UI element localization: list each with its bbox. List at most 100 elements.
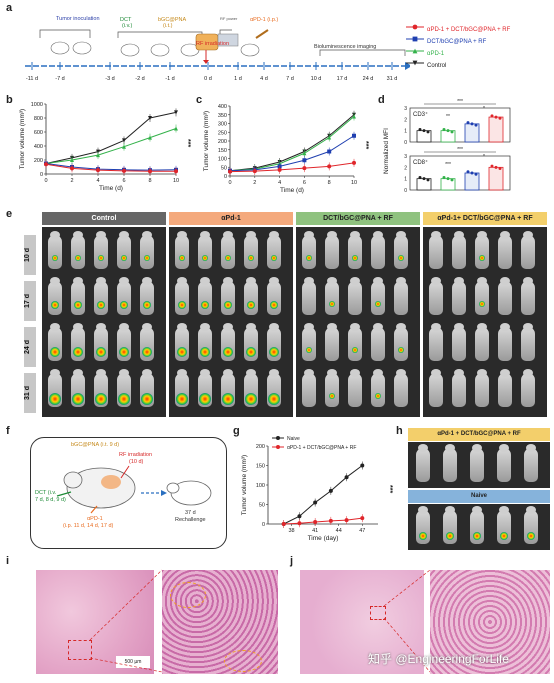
data-point xyxy=(174,126,178,131)
tumor-signal xyxy=(49,393,61,405)
significance-label: *** xyxy=(362,141,369,149)
x-tick-label: 44 xyxy=(336,528,342,534)
tumor-signal xyxy=(96,347,106,357)
tumor-signal xyxy=(121,255,127,261)
y-tick-label: 1000 xyxy=(31,102,43,108)
significance-label: *** xyxy=(386,485,393,493)
mouse-image xyxy=(48,277,62,315)
y-tick-label: 0 xyxy=(404,140,407,146)
data-point xyxy=(70,166,74,171)
data-point xyxy=(352,160,356,165)
bgc-route-label: (i.t.) xyxy=(163,23,173,29)
dct-label: DCT xyxy=(120,17,132,23)
row-label: 31 d xyxy=(24,373,36,413)
tumor-signal xyxy=(143,301,151,309)
tumor-signal xyxy=(202,255,208,261)
mouse-image xyxy=(429,323,443,361)
bar-point xyxy=(422,129,426,133)
y-tick-label: 250 xyxy=(218,130,227,136)
mouse-image xyxy=(443,444,457,482)
bar xyxy=(464,123,480,143)
mouse-image xyxy=(394,277,408,315)
y-axis-label: Tumor volume (mm³) xyxy=(203,111,210,171)
mouse-image xyxy=(71,231,85,269)
mouse-image xyxy=(371,231,385,269)
bar-point xyxy=(498,167,502,171)
y-tick-label: 2 xyxy=(404,117,407,123)
row-label: 10 d xyxy=(24,235,36,275)
tumor-signal xyxy=(375,393,381,399)
schematic-apd1-label: αPD-1 xyxy=(87,516,103,522)
tumor-signal xyxy=(248,255,254,261)
y-tick-label: 0 xyxy=(224,174,227,180)
data-point xyxy=(327,135,332,140)
y-tick-label: 400 xyxy=(34,144,43,150)
highlight-region-i1 xyxy=(170,582,206,608)
y-tick-label: 3 xyxy=(404,154,407,160)
bli-label: Bioluminescence imaging xyxy=(314,44,377,50)
bar-point xyxy=(450,178,454,182)
panel-label-f: f xyxy=(6,425,10,437)
mouse-image xyxy=(244,277,258,315)
legend-marker xyxy=(406,48,424,54)
tumor-signal xyxy=(270,301,278,309)
tumor-signal xyxy=(120,301,128,309)
mouse-image xyxy=(452,231,466,269)
apd1-label: αPD-1 (i.p.) xyxy=(250,17,279,23)
data-point xyxy=(328,518,333,523)
mouse-image xyxy=(175,277,189,315)
group-header: Control xyxy=(42,212,166,225)
mouse-image xyxy=(475,277,489,315)
data-point xyxy=(302,166,307,171)
series-line xyxy=(283,465,363,525)
series-line xyxy=(283,517,363,525)
he-image-i-low: 500 µm xyxy=(36,570,154,674)
data-point xyxy=(313,520,318,525)
data-point xyxy=(302,158,307,163)
zoom-box-i xyxy=(68,640,92,660)
timeline-tick-label: -2 d xyxy=(135,76,144,82)
data-point xyxy=(302,151,307,156)
data-point xyxy=(148,116,152,120)
mouse-image xyxy=(521,369,535,407)
x-axis-label: Time (day) xyxy=(308,535,339,542)
tumor-signal xyxy=(222,393,234,405)
panel-label-a: a xyxy=(6,2,13,14)
legend-label: DCT/bGC@PNA + RF xyxy=(427,39,487,45)
schematic-apd1-days: (i.p. 11 d, 14 d, 17 d) xyxy=(63,523,114,529)
mouse-image xyxy=(371,277,385,315)
tumor-signal xyxy=(375,301,381,307)
bli-panel: Control αPd-1 DCT/bGC@PNA + RF αPd-1+ DCT/b… xyxy=(20,212,552,420)
bar-point xyxy=(498,116,502,120)
tumor-signal xyxy=(306,347,312,353)
legend-symbol xyxy=(412,24,418,30)
legend-symbol xyxy=(276,445,280,449)
y-tick-label: 200 xyxy=(256,444,265,450)
mouse-image xyxy=(416,444,430,482)
mouse-image xyxy=(302,369,316,407)
zoom-lines xyxy=(89,569,431,673)
row-label: 24 d xyxy=(24,327,36,367)
mouse-image xyxy=(452,277,466,315)
legend-label: αPD-1 + DCT/bGC@PNA + RF xyxy=(287,445,356,451)
x-tick-label: 2 xyxy=(253,180,256,186)
tumor-signal xyxy=(268,393,280,405)
bar-point xyxy=(442,127,446,131)
y-tick-label: 100 xyxy=(218,157,227,163)
bli-image-panel xyxy=(296,227,420,417)
subplot-frame xyxy=(409,107,511,143)
bar-point xyxy=(474,172,478,176)
bar-point xyxy=(426,130,430,134)
mouse-image xyxy=(475,369,489,407)
sig-label: *** xyxy=(445,162,451,168)
group-header: αPd-1+ DCT/bGC@PNA + RF xyxy=(423,212,547,225)
mouse-image xyxy=(521,323,535,361)
mouse-image xyxy=(94,231,108,269)
series-line xyxy=(229,162,355,173)
y-tick-label: 150 xyxy=(218,148,227,154)
bar-point xyxy=(494,115,498,119)
tumor-signal xyxy=(246,347,256,357)
series-line xyxy=(229,116,355,172)
mouse-image xyxy=(140,277,154,315)
schematic-bgc-label: bGC@PNA (i.t. 9 d) xyxy=(71,442,120,448)
